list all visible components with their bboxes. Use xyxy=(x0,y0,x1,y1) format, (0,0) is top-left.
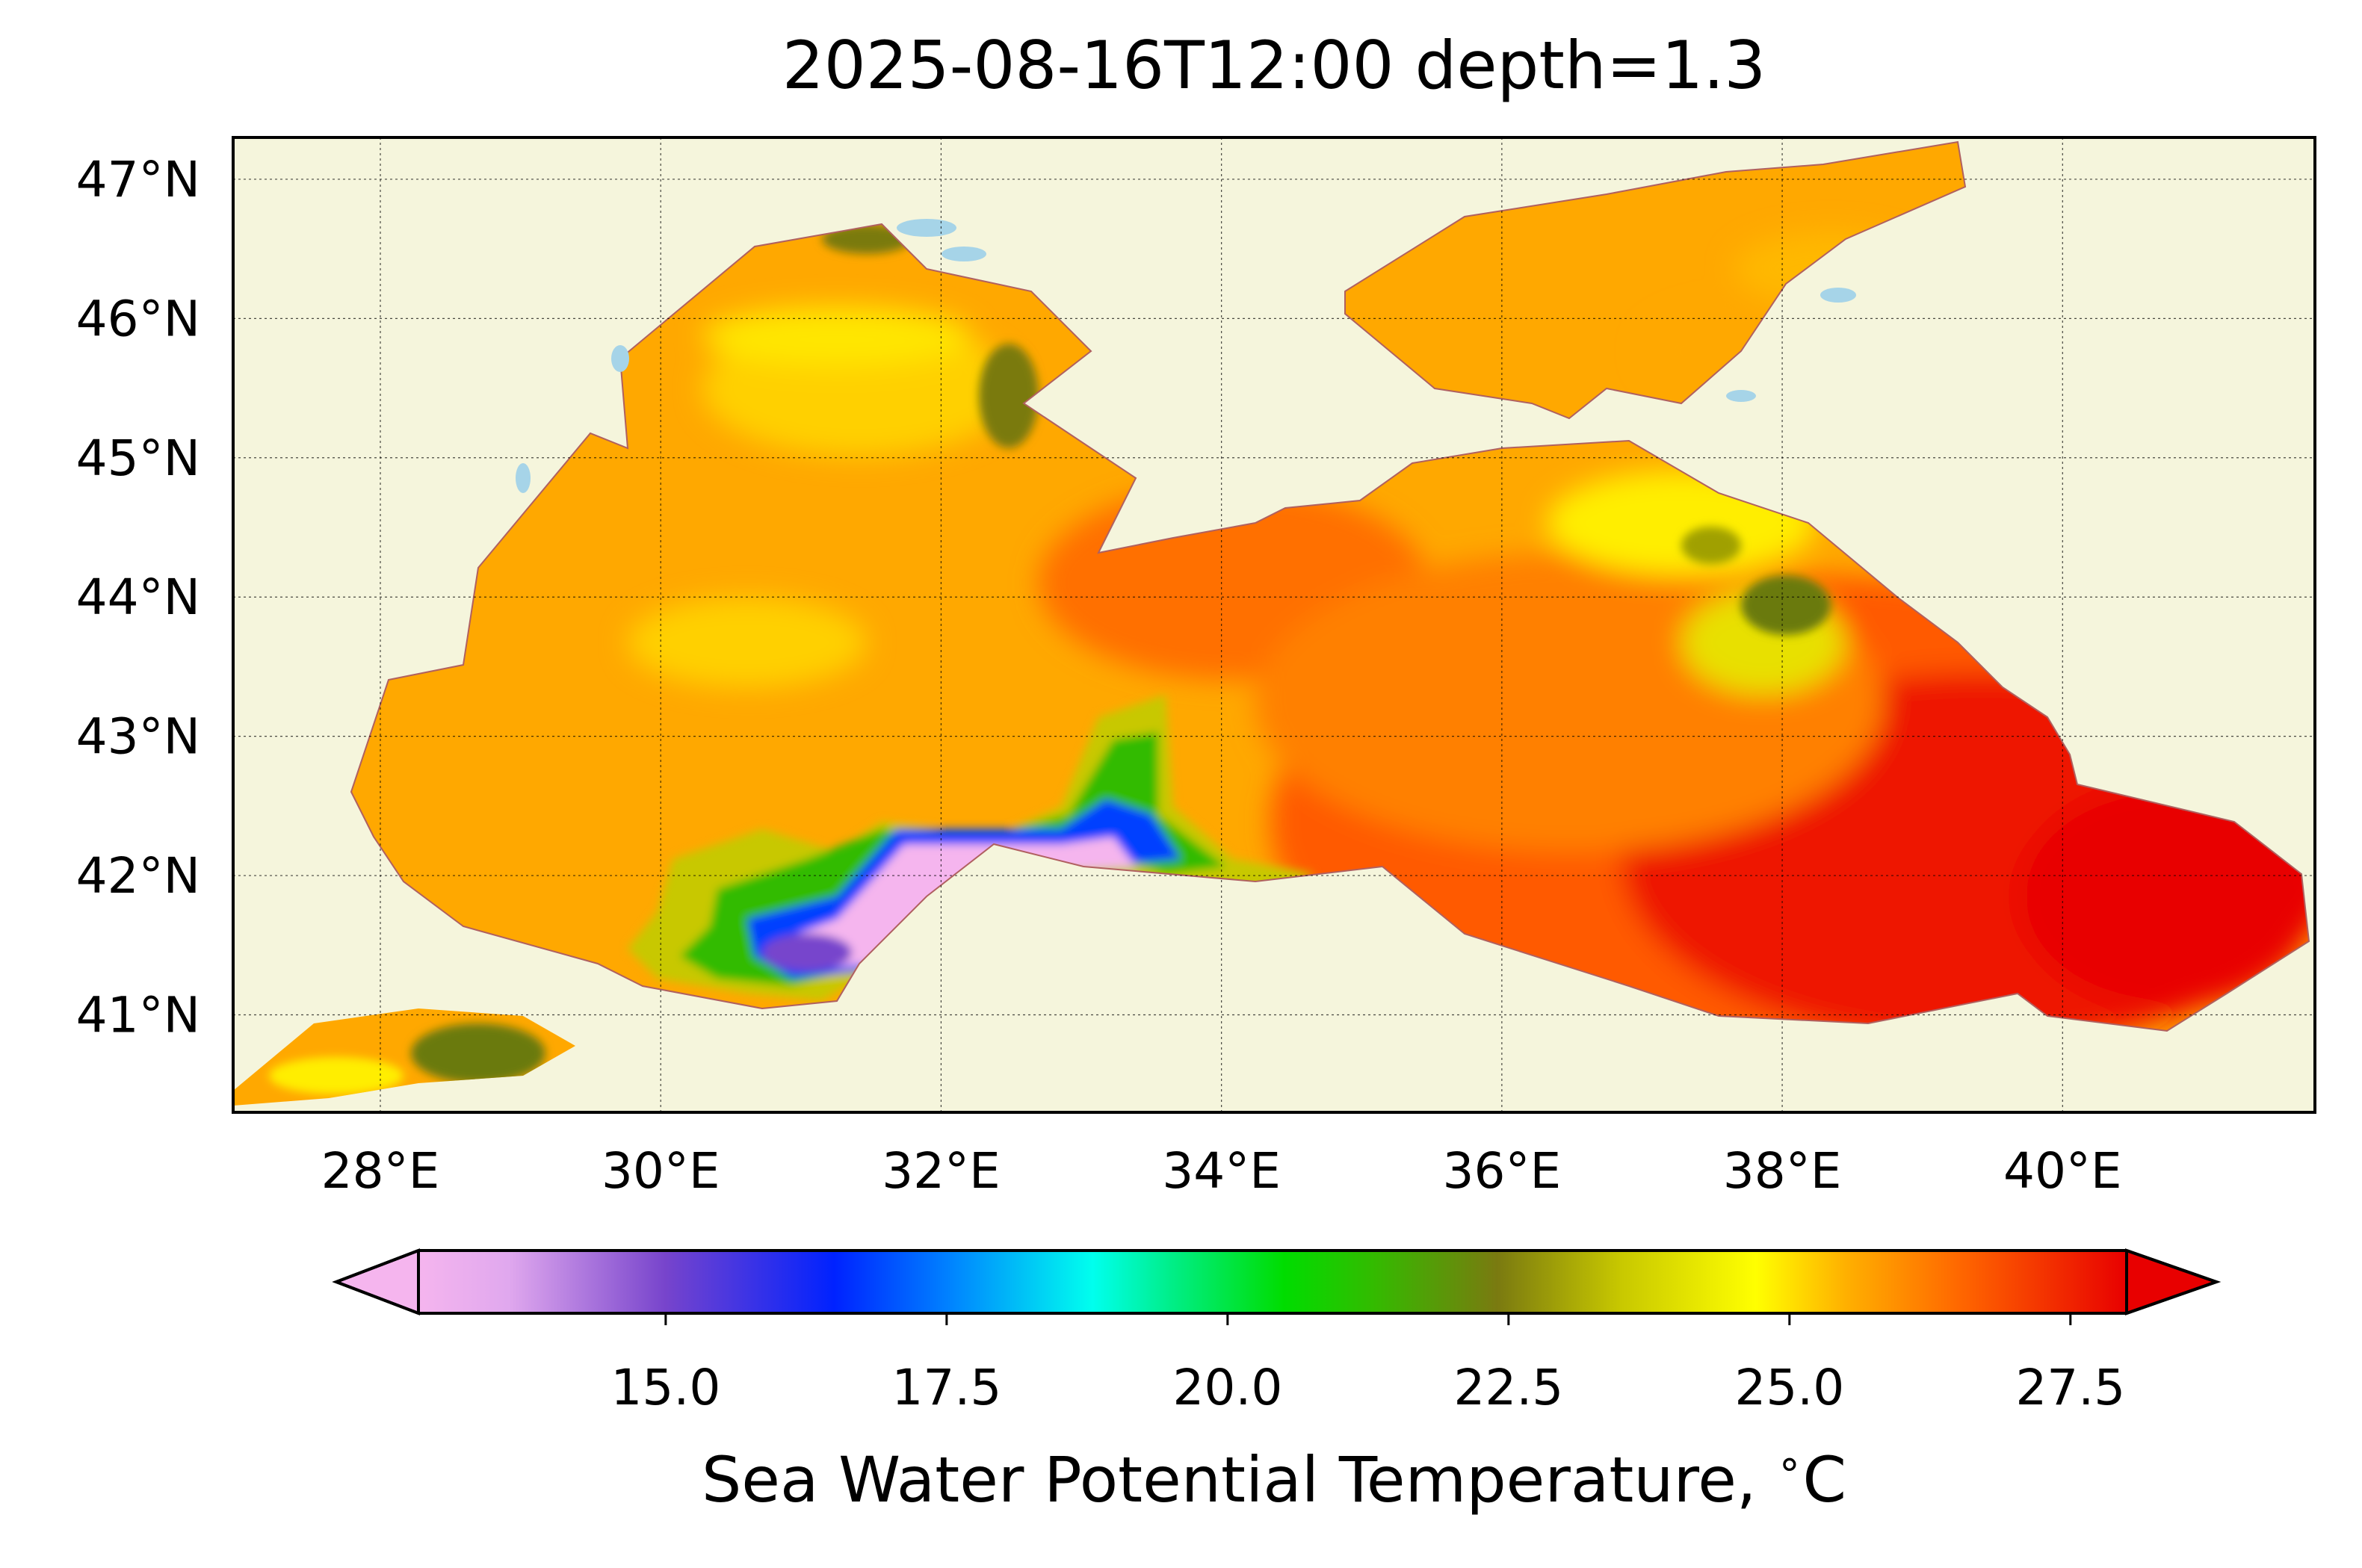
colorbar-tick-label-0: 15.0 xyxy=(610,1359,720,1416)
colorbar-tick-label-4: 25.0 xyxy=(1734,1359,1844,1416)
lat-tick-label-6: 47°N xyxy=(76,151,200,208)
colorbar-extend-min xyxy=(332,1248,420,1316)
colorbar-ticks: 15.0 17.5 20.0 22.5 25.0 27.5 xyxy=(610,1313,2125,1416)
lat-tick-label-5: 46°N xyxy=(76,290,200,347)
colorbar: 15.0 17.5 20.0 22.5 25.0 27.5 Sea Water Poten… xyxy=(332,1248,2222,1516)
lon-tick-label-1: 30°E xyxy=(602,1142,720,1200)
colorbar-tick-label-2: 20.0 xyxy=(1172,1359,1282,1416)
coastline xyxy=(350,140,2310,1032)
lon-tick-label-3: 34°E xyxy=(1162,1142,1281,1200)
map-panel xyxy=(233,137,2315,1112)
lat-tick-label-2: 43°N xyxy=(76,708,200,766)
colorbar-tick-label-3: 22.5 xyxy=(1453,1359,1563,1416)
lat-tick-label-0: 41°N xyxy=(76,987,200,1044)
lat-tick-label-1: 42°N xyxy=(76,847,200,905)
chart-title: 2025-08-16T12:00 depth=1.3 xyxy=(782,27,1766,104)
lon-tick-label-0: 28°E xyxy=(321,1142,440,1200)
lon-tick-labels: 28°E 30°E 32°E 34°E 36°E 38°E 40°E xyxy=(321,1142,2122,1200)
lon-tick-label-6: 40°E xyxy=(2003,1142,2122,1200)
colorbar-label: Sea Water Potential Temperature, ∘C xyxy=(702,1440,1846,1516)
lat-tick-label-4: 45°N xyxy=(76,430,200,487)
colorbar-extend-max xyxy=(2125,1248,2222,1316)
colorbar-gradient-bar xyxy=(418,1251,2127,1313)
lon-tick-label-2: 32°E xyxy=(882,1142,1001,1200)
lon-tick-label-5: 38°E xyxy=(1723,1142,1842,1200)
colorbar-tick-label-5: 27.5 xyxy=(2015,1359,2125,1416)
lat-tick-label-3: 44°N xyxy=(76,568,200,626)
colorbar-tick-label-1: 17.5 xyxy=(891,1359,1001,1416)
map-frame xyxy=(232,136,2316,1114)
lat-tick-labels: 41°N 42°N 43°N 44°N 45°N 46°N 47°N xyxy=(76,151,200,1044)
lon-tick-label-4: 36°E xyxy=(1443,1142,1562,1200)
map-gridlines xyxy=(233,137,2315,1112)
colorbar-outline xyxy=(332,1249,2222,1315)
